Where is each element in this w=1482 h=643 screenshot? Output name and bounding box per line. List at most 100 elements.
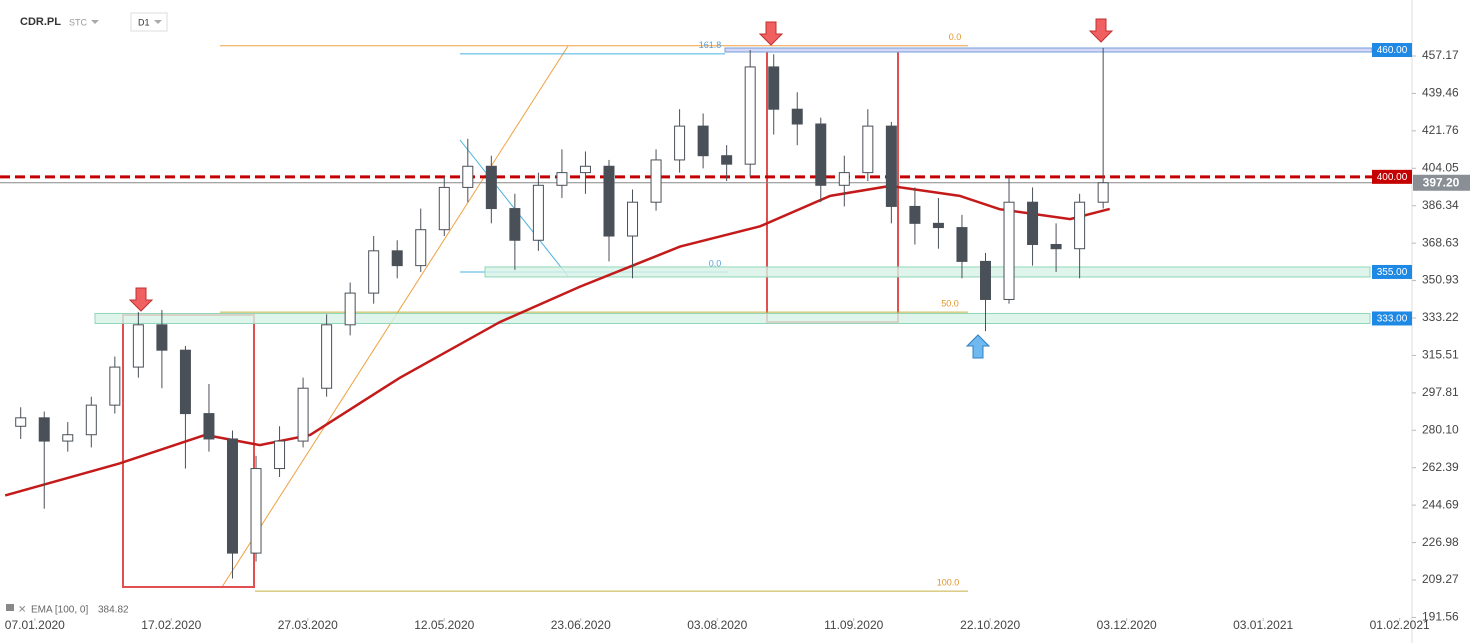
candle-body [862, 125, 874, 174]
down-arrow [1088, 18, 1114, 43]
level-tag [1372, 43, 1412, 58]
candle-body [321, 324, 333, 389]
candle-body [838, 172, 850, 186]
x-tick-label: 07.01.2020 [5, 618, 65, 632]
level-tag [1372, 264, 1412, 279]
x-tick-label: 01.02.2021 [1370, 618, 1430, 632]
candle-body [1074, 201, 1086, 250]
candle-body [38, 417, 50, 442]
fib-label: 0.0 [949, 32, 962, 42]
candle-body [132, 324, 144, 368]
y-tick-label: 368.63 [1422, 235, 1459, 249]
candle-body [438, 186, 450, 231]
candle-body [650, 159, 662, 203]
y-tick-label: 386.34 [1422, 198, 1459, 212]
last-price-tag [1413, 174, 1470, 191]
fib-label: 50.0 [941, 299, 959, 309]
x-tick-label: 17.02.2020 [141, 618, 201, 632]
candle-body [391, 250, 403, 267]
x-tick-label: 27.03.2020 [278, 618, 338, 632]
y-tick-label: 297.81 [1422, 385, 1459, 399]
y-tick-label: 350.93 [1422, 273, 1459, 287]
candle-body [885, 125, 897, 207]
up-arrow [965, 334, 991, 359]
level-tag [1372, 311, 1412, 326]
interval-select[interactable] [130, 12, 168, 32]
level-tag-label: 400.00 [1377, 172, 1408, 183]
candle-body [1003, 201, 1015, 300]
level-zone [484, 266, 1371, 278]
x-tick-label: 03.01.2021 [1233, 618, 1293, 632]
y-tick-label: 226.98 [1422, 535, 1459, 549]
y-tick-label: 404.05 [1422, 160, 1459, 174]
candle-body [203, 413, 215, 440]
candle-body [297, 387, 309, 442]
fib-label: 100.0 [937, 578, 960, 588]
trend-line [459, 139, 569, 277]
y-tick-label: 280.10 [1422, 422, 1459, 436]
candle-body [368, 250, 380, 294]
candle-body [15, 417, 27, 427]
x-tick-label: 03.08.2020 [687, 618, 747, 632]
candle-body [956, 227, 968, 262]
y-tick-label: 315.51 [1422, 348, 1459, 362]
x-tick-label: 23.06.2020 [551, 618, 611, 632]
legend-value: 384.82 [98, 605, 129, 616]
candle-body [485, 165, 497, 210]
candle-body [909, 205, 921, 224]
candle-body [62, 434, 74, 442]
level-tag-label: 333.00 [1377, 314, 1408, 325]
candle-body [1097, 182, 1109, 203]
dropdown-caret [154, 20, 162, 24]
down-arrow [758, 21, 784, 46]
candle-body [768, 66, 780, 110]
candle-body [791, 108, 803, 125]
candle-body [85, 404, 97, 436]
down-arrow [128, 287, 154, 312]
x-tick-label: 22.10.2020 [960, 618, 1020, 632]
level-tag [1372, 169, 1412, 184]
candle-body [697, 125, 709, 157]
y-tick-label: 191.56 [1422, 610, 1459, 624]
candle-body [603, 165, 615, 237]
candle-body [344, 292, 356, 326]
candle-body [1050, 243, 1062, 250]
x-tick-label: 03.12.2020 [1097, 618, 1157, 632]
candle-body [156, 324, 168, 351]
candle-body [179, 349, 191, 415]
y-tick-label: 439.46 [1422, 86, 1459, 100]
level-zone [94, 312, 1371, 324]
legend-close[interactable]: ✕ [18, 605, 26, 616]
fib-label: 0.0 [709, 258, 722, 268]
level-tag-label: 355.00 [1377, 267, 1408, 278]
y-tick-label: 457.17 [1422, 48, 1459, 62]
fib-label: 161.8 [699, 40, 722, 50]
level-band [724, 47, 1373, 53]
candle-body [815, 123, 827, 186]
candle-body [250, 468, 262, 554]
candle-body [556, 172, 568, 186]
legend-icon[interactable] [6, 604, 14, 611]
ema-line [4, 184, 1111, 497]
x-tick-label: 12.05.2020 [414, 618, 474, 632]
candle-body [979, 260, 991, 300]
last-price-label: 397.20 [1423, 175, 1460, 189]
y-tick-label: 209.27 [1422, 572, 1459, 586]
candle-body [415, 229, 427, 267]
interval: D1 [138, 17, 150, 27]
candle-body [744, 66, 756, 165]
candle-body [274, 440, 286, 470]
dropdown-caret[interactable] [91, 20, 99, 24]
candle-body [226, 438, 238, 554]
legend-name: EMA [100, 0] [31, 605, 88, 616]
candle-body [932, 222, 944, 229]
x-tick-label: 11.09.2020 [824, 618, 883, 632]
candle-body [579, 165, 591, 174]
candle-body [674, 125, 686, 161]
candle-body [721, 155, 733, 165]
candle-body [532, 184, 544, 241]
symbol: CDR.PL [20, 16, 61, 28]
level-tag-label: 460.00 [1377, 45, 1408, 56]
